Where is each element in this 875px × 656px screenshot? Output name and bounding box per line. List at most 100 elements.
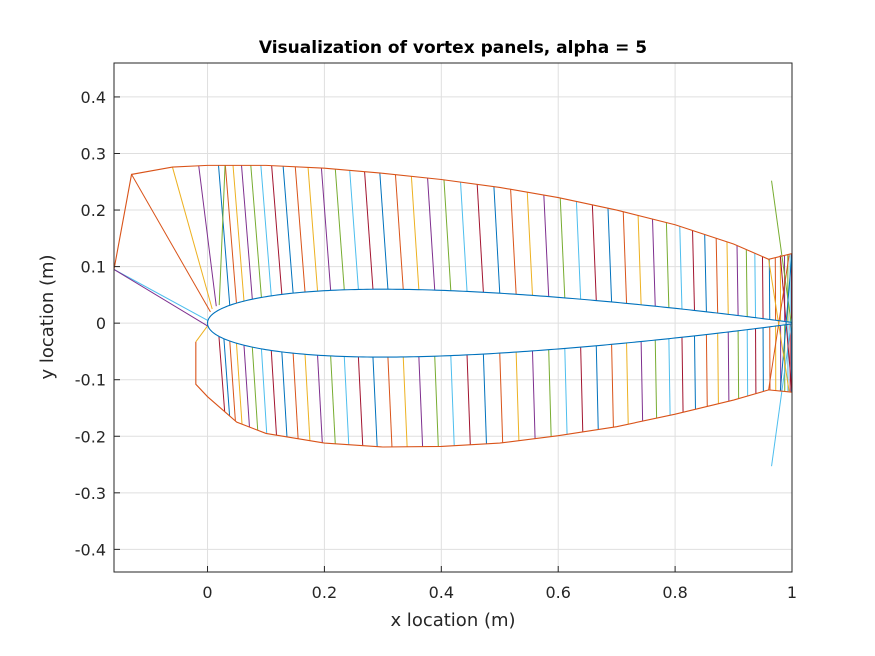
y-tick-label: 0.4 [81,88,106,107]
vortex-panel-line [622,211,628,304]
vortex-panel-line [270,350,277,436]
vortex-panel-line [372,357,378,447]
vortex-panel-line [668,338,671,416]
vortex-panel-line [218,165,231,306]
axes-box [113,62,793,573]
vortex-panel-line [754,253,757,318]
vortex-panel-line [250,165,262,298]
vortex-panel-line [113,268,208,327]
grid [114,63,793,572]
vortex-panel-line [292,353,299,439]
vortex-panel-line [243,345,250,428]
vortex-panel-line [294,166,306,293]
vortex-panel-line [387,357,393,447]
x-axis-label: x location (m) [390,610,515,631]
panel-envelope [113,164,793,448]
vortex-panel-line [260,165,272,296]
vortex-panel-line [131,174,211,313]
vortex-panel-line [595,345,599,430]
vortex-panel-line [466,354,471,445]
vortex-panel-line [418,356,424,447]
vortex-panel-line [357,356,364,446]
y-tick-label: 0.2 [81,201,106,220]
vortex-panel-line [717,333,719,404]
vortex-panel-line [637,215,642,305]
vortex-panel-line [304,354,311,441]
vortex-panel-line [232,165,245,302]
vortex-panel-line [410,176,420,290]
vortex-panel-line [715,238,719,314]
airfoil-surface [206,288,793,358]
y-tick-label: 0.1 [81,258,106,277]
x-tick-label: 0.6 [545,583,570,602]
vortex-panel-line [460,182,468,292]
vortex-panel-line [307,167,319,292]
vortex-panel-line [343,356,350,445]
y-tick-label: -0.1 [75,371,106,390]
vortex-panel-line [235,343,243,425]
vortex-panel-line [241,165,253,300]
vortex-panel-line [281,351,288,437]
y-tick-label: 0.3 [81,144,106,163]
vortex-panel-line [443,179,452,291]
vortex-panel-line [515,352,520,441]
vortex-panel-line [171,166,213,310]
vortex-panel-line [726,241,729,315]
vortex-panel-line [330,355,336,444]
vortex-panel-line [580,347,584,432]
vortex-panel-line [704,234,707,312]
y-tick-label: -0.2 [75,427,106,446]
vortex-panel-line [607,208,613,302]
vortex-panel-line [640,341,644,422]
vortex-panel-line [745,249,748,317]
y-axis-label: y location (m) [37,254,58,379]
vortex-panel-line [482,354,487,444]
vortex-panel-line [198,165,217,307]
x-tick-label: 0 [202,583,212,602]
vortex-panel-line [334,169,345,290]
vortex-panel-line [771,317,793,467]
vortex-panel-line [531,350,536,439]
vortex-panel-line [665,222,670,308]
x-tick-labels: 0 0.2 0.4 0.6 0.8 1 [202,566,797,602]
vortex-panel-line [737,330,740,399]
vortex-panel-line [450,355,455,446]
x-tick-label: 1 [787,583,797,602]
vortex-panel-line [427,178,436,291]
x-tick-label: 0.2 [312,583,337,602]
vortex-panel-line [224,165,237,304]
vortex-panel-line [251,347,259,431]
vortex-panel-line [317,355,323,443]
vortex-panel-line [526,192,533,296]
vortex-panel-line [510,189,517,295]
vortex-panel-line [218,165,226,306]
vortex-panel-line [761,256,764,319]
x-tick-label: 0.8 [662,583,687,602]
vortex-panel-line [564,348,568,435]
vortex-panel-line [349,170,359,290]
lower-envelope-line [195,341,793,448]
chart-title: Visualization of vortex panels, alpha = … [259,38,647,58]
y-tick-labels: -0.4 -0.3 -0.2 -0.1 0 0.1 0.2 0.3 0.4 [75,88,120,559]
vortex-panel-line [736,245,739,316]
vortex-panel-line [434,356,439,447]
vortex-panel-line [394,174,404,290]
vortex-panel-line [771,180,793,329]
vortex-panel-line [271,165,283,295]
vortex-panel-line [493,186,501,294]
vortex-panels [113,165,793,467]
y-tick-label: 0 [96,314,106,333]
vortex-panel-line [379,172,389,290]
vortex-panel-line [705,334,708,407]
vortex-panel-line [652,219,656,307]
vortex-panel-line [727,331,730,402]
vortex-panel-line [223,338,231,416]
vortex-panel-line [548,349,552,437]
vortex-panel-line [260,348,268,434]
vortex-panel-line [364,171,374,290]
vortex-panel-line [679,226,683,310]
vortex-panel-line [591,204,597,301]
vortex-panel-line [654,340,658,419]
vortex-panel-line [681,337,684,413]
vortex-panel-line [692,230,695,311]
